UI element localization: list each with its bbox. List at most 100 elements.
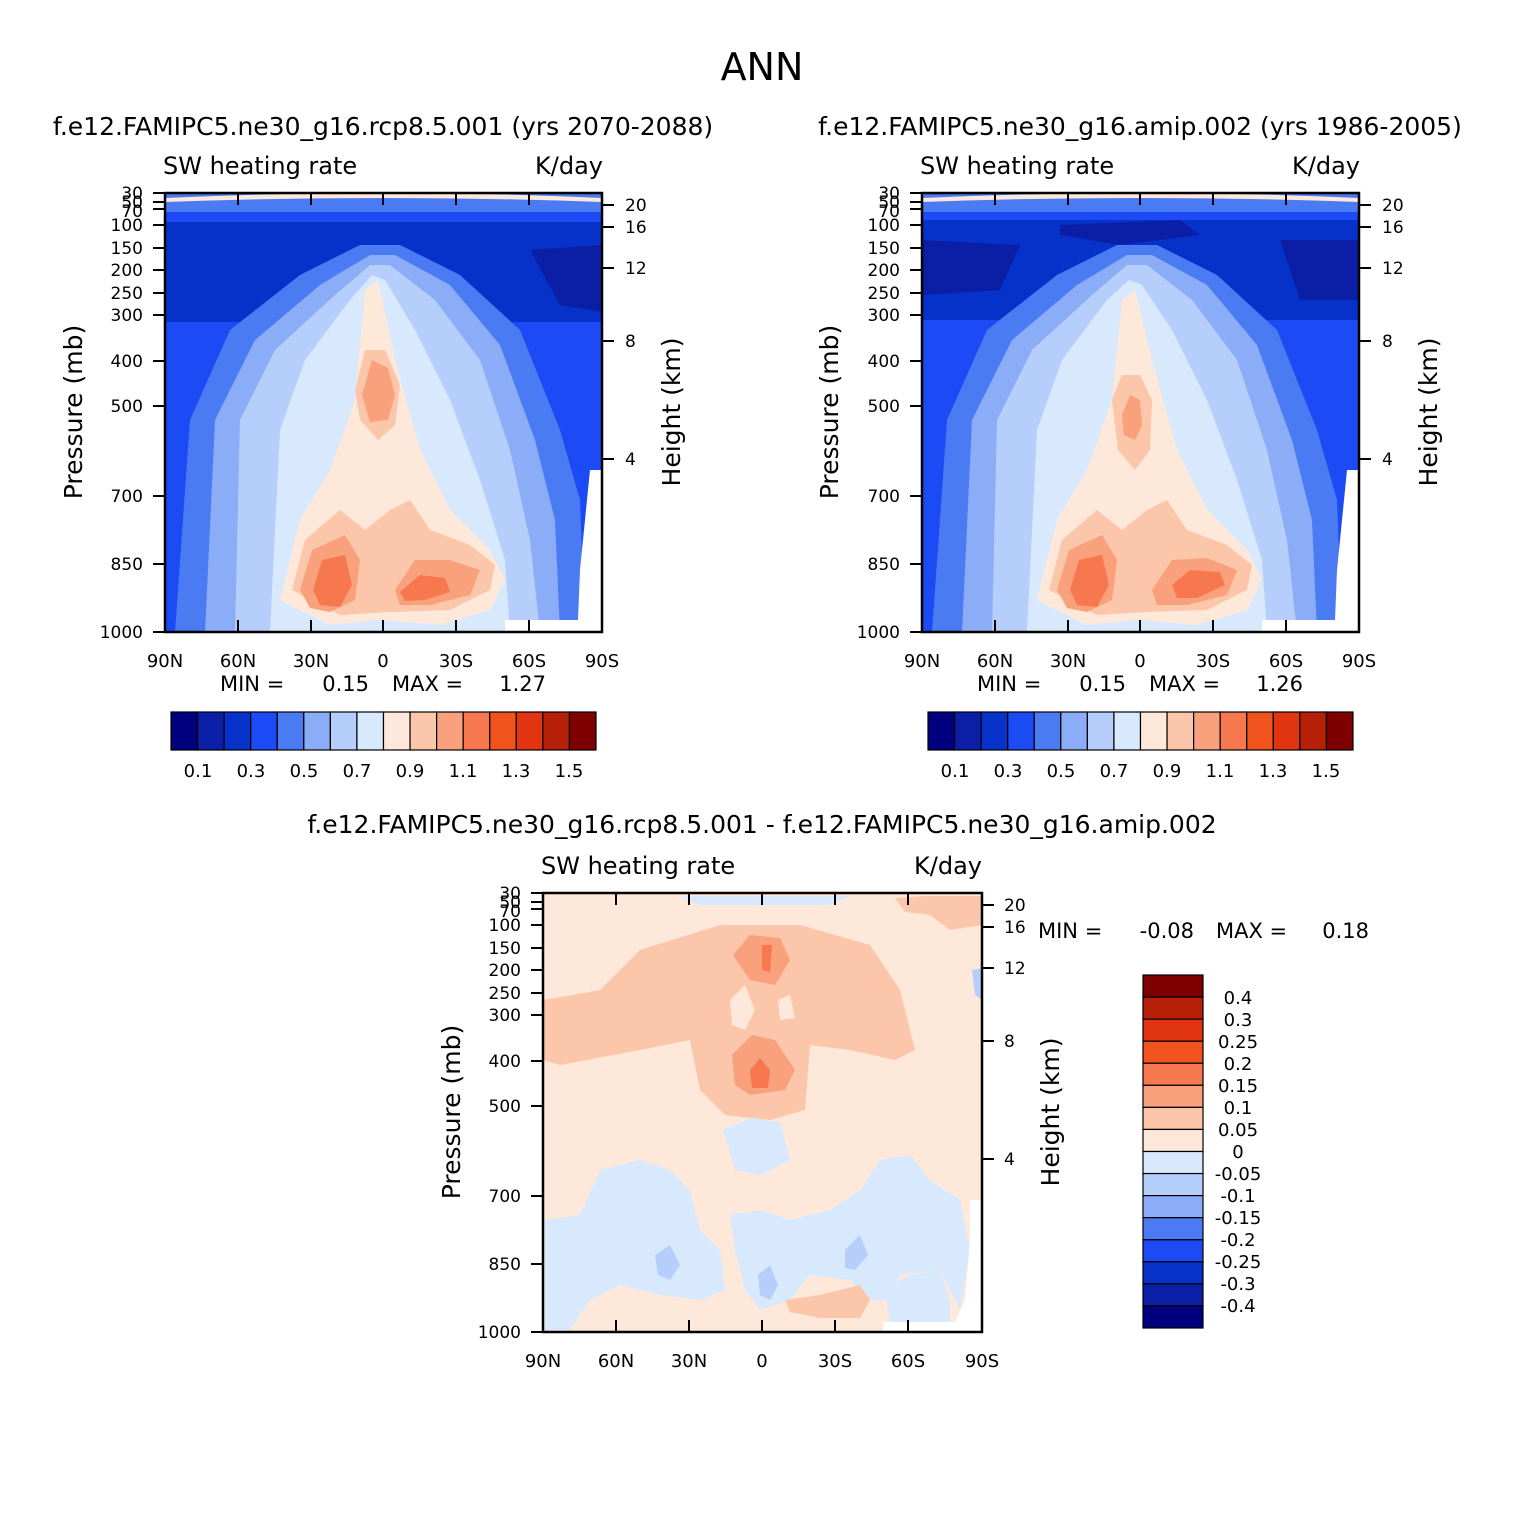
colorbar-swatch	[1060, 711, 1088, 751]
colorbar-swatch	[542, 711, 571, 751]
colorbar-label: 1.5	[555, 761, 584, 782]
colorbar-swatch	[1033, 711, 1062, 751]
colorbar-swatch	[196, 711, 225, 751]
colorbar-swatch	[382, 711, 411, 751]
left-colorbar	[170, 711, 597, 751]
right-colorbar-labels: 0.1 0.3 0.5 0.7 0.9 1.1 1.3 1.5	[941, 761, 1341, 782]
colorbar-label: 1.3	[502, 761, 531, 782]
x-tick-label: 60N	[977, 651, 1013, 672]
x-tick-label: 90S	[965, 1351, 999, 1372]
colorbar-swatch	[1142, 1150, 1204, 1175]
colorbar-swatch	[436, 711, 464, 751]
left-colorbar-labels: 0.1 0.3 0.5 0.7 0.9 1.1 1.3 1.5	[184, 761, 584, 782]
x-tick-label: 30S	[439, 651, 473, 672]
left-field-band-10b	[362, 360, 395, 422]
left-max-label: MAX =	[392, 672, 463, 696]
colorbar-label: -0.15	[1215, 1208, 1262, 1229]
colorbar-swatch	[1272, 711, 1301, 751]
x-tick-label: 0	[1134, 651, 1145, 672]
colorbar-swatch	[489, 711, 517, 751]
diff-y-axis-title: Pressure (mb)	[437, 1025, 466, 1199]
diff-variable-label: SW heating rate	[541, 852, 735, 880]
colorbar-label: 1.1	[449, 761, 478, 782]
diff-x-ticks-marks	[531, 892, 994, 1333]
diff-units-label: K/day	[914, 852, 982, 880]
left-y-axis-title: Pressure (mb)	[59, 325, 88, 499]
y-tick-label: 500	[111, 397, 143, 417]
colorbar-swatch	[980, 711, 1009, 751]
colorbar-label: 0.9	[1153, 761, 1182, 782]
y-tick-label: 70	[878, 202, 900, 222]
right-variable-label: SW heating rate	[920, 152, 1114, 180]
colorbar-swatch	[462, 711, 491, 751]
colorbar-swatch	[1299, 711, 1328, 751]
colorbar-swatch	[276, 711, 305, 751]
y-tick-label: 50	[499, 893, 521, 913]
height-tick-label: 20	[1004, 896, 1026, 916]
colorbar-label: 0	[1232, 1142, 1243, 1163]
right-y-tick-labels: 30 50 70 100 150 200 250 300 400 500 700…	[857, 184, 900, 643]
colorbar-label: 0.5	[290, 761, 319, 782]
left-min-label: MIN =	[220, 672, 284, 696]
colorbar-swatch	[250, 711, 278, 751]
right-plot-area	[920, 191, 1361, 634]
right-x-tick-labels: 90N 60N 30N 0 30S 60S 90S	[904, 651, 1376, 672]
y-tick-label: 300	[489, 1006, 521, 1026]
right-y-axis-title: Pressure (mb)	[815, 325, 844, 499]
colorbar-label: 1.3	[1259, 761, 1288, 782]
colorbar-label: 1.1	[1206, 761, 1235, 782]
x-tick-label: 90N	[904, 651, 940, 672]
x-tick-label: 60S	[512, 651, 546, 672]
x-tick-label: 60S	[1269, 651, 1303, 672]
colorbar-swatch	[1142, 1261, 1204, 1285]
colorbar-swatch	[1007, 711, 1035, 751]
colorbar-label: -0.1	[1220, 1186, 1255, 1207]
height-tick-label: 4	[1004, 1150, 1015, 1170]
left-y-tick-labels: 30 50 70 100 150 200 250 300 400 500 700…	[100, 184, 143, 643]
left-min-value: 0.15	[322, 672, 369, 696]
right-height-tick-labels: 20 16 12 8 4	[1382, 196, 1404, 470]
y-tick-label: 850	[489, 1255, 521, 1275]
y-tick-label: 100	[868, 216, 900, 236]
height-tick-label: 20	[1382, 196, 1404, 216]
left-max-value: 1.27	[499, 672, 546, 696]
colorbar-swatch	[953, 711, 982, 751]
colorbar-label: 0.7	[343, 761, 372, 782]
left-variable-label: SW heating rate	[163, 152, 357, 180]
height-tick-label: 16	[1382, 218, 1404, 238]
height-tick-label: 8	[625, 332, 636, 352]
diff-subtitle: f.e12.FAMIPC5.ne30_g16.rcp8.5.001 - f.e1…	[307, 810, 1216, 839]
x-tick-label: 90N	[525, 1351, 561, 1372]
colorbar-label: 0.9	[396, 761, 425, 782]
left-field-dark-patch	[530, 245, 602, 312]
colorbar-swatch	[409, 711, 438, 751]
left-missing-region	[505, 470, 602, 632]
colorbar-swatch	[1142, 1239, 1204, 1263]
colorbar-swatch	[927, 711, 956, 751]
colorbar-label: 0.25	[1218, 1032, 1258, 1053]
colorbar-swatch	[329, 711, 358, 751]
y-tick-label: 150	[868, 239, 900, 259]
y-tick-label: 700	[868, 487, 900, 507]
height-tick-label: 12	[1004, 959, 1026, 979]
colorbar-label: 0.3	[994, 761, 1023, 782]
colorbar-label: 0.1	[941, 761, 970, 782]
colorbar-swatch	[170, 711, 199, 751]
colorbar-swatch	[1142, 1040, 1204, 1064]
y-tick-label: 400	[111, 352, 143, 372]
x-tick-label: 30S	[818, 1351, 852, 1372]
y-tick-label: 400	[868, 352, 900, 372]
y-tick-label: 500	[868, 397, 900, 417]
y-tick-label: 1000	[100, 623, 143, 643]
x-tick-label: 90N	[147, 651, 183, 672]
x-tick-label: 30N	[1050, 651, 1086, 672]
diff-plot-area	[541, 891, 984, 1334]
colorbar-swatch	[1142, 1128, 1204, 1153]
colorbar-label: 1.5	[1312, 761, 1341, 782]
colorbar-label: -0.05	[1215, 1164, 1262, 1185]
height-tick-label: 16	[1004, 918, 1026, 938]
y-tick-label: 250	[489, 984, 521, 1004]
y-tick-label: 700	[111, 487, 143, 507]
diff-y2-axis-title: Height (km)	[1036, 1038, 1065, 1187]
